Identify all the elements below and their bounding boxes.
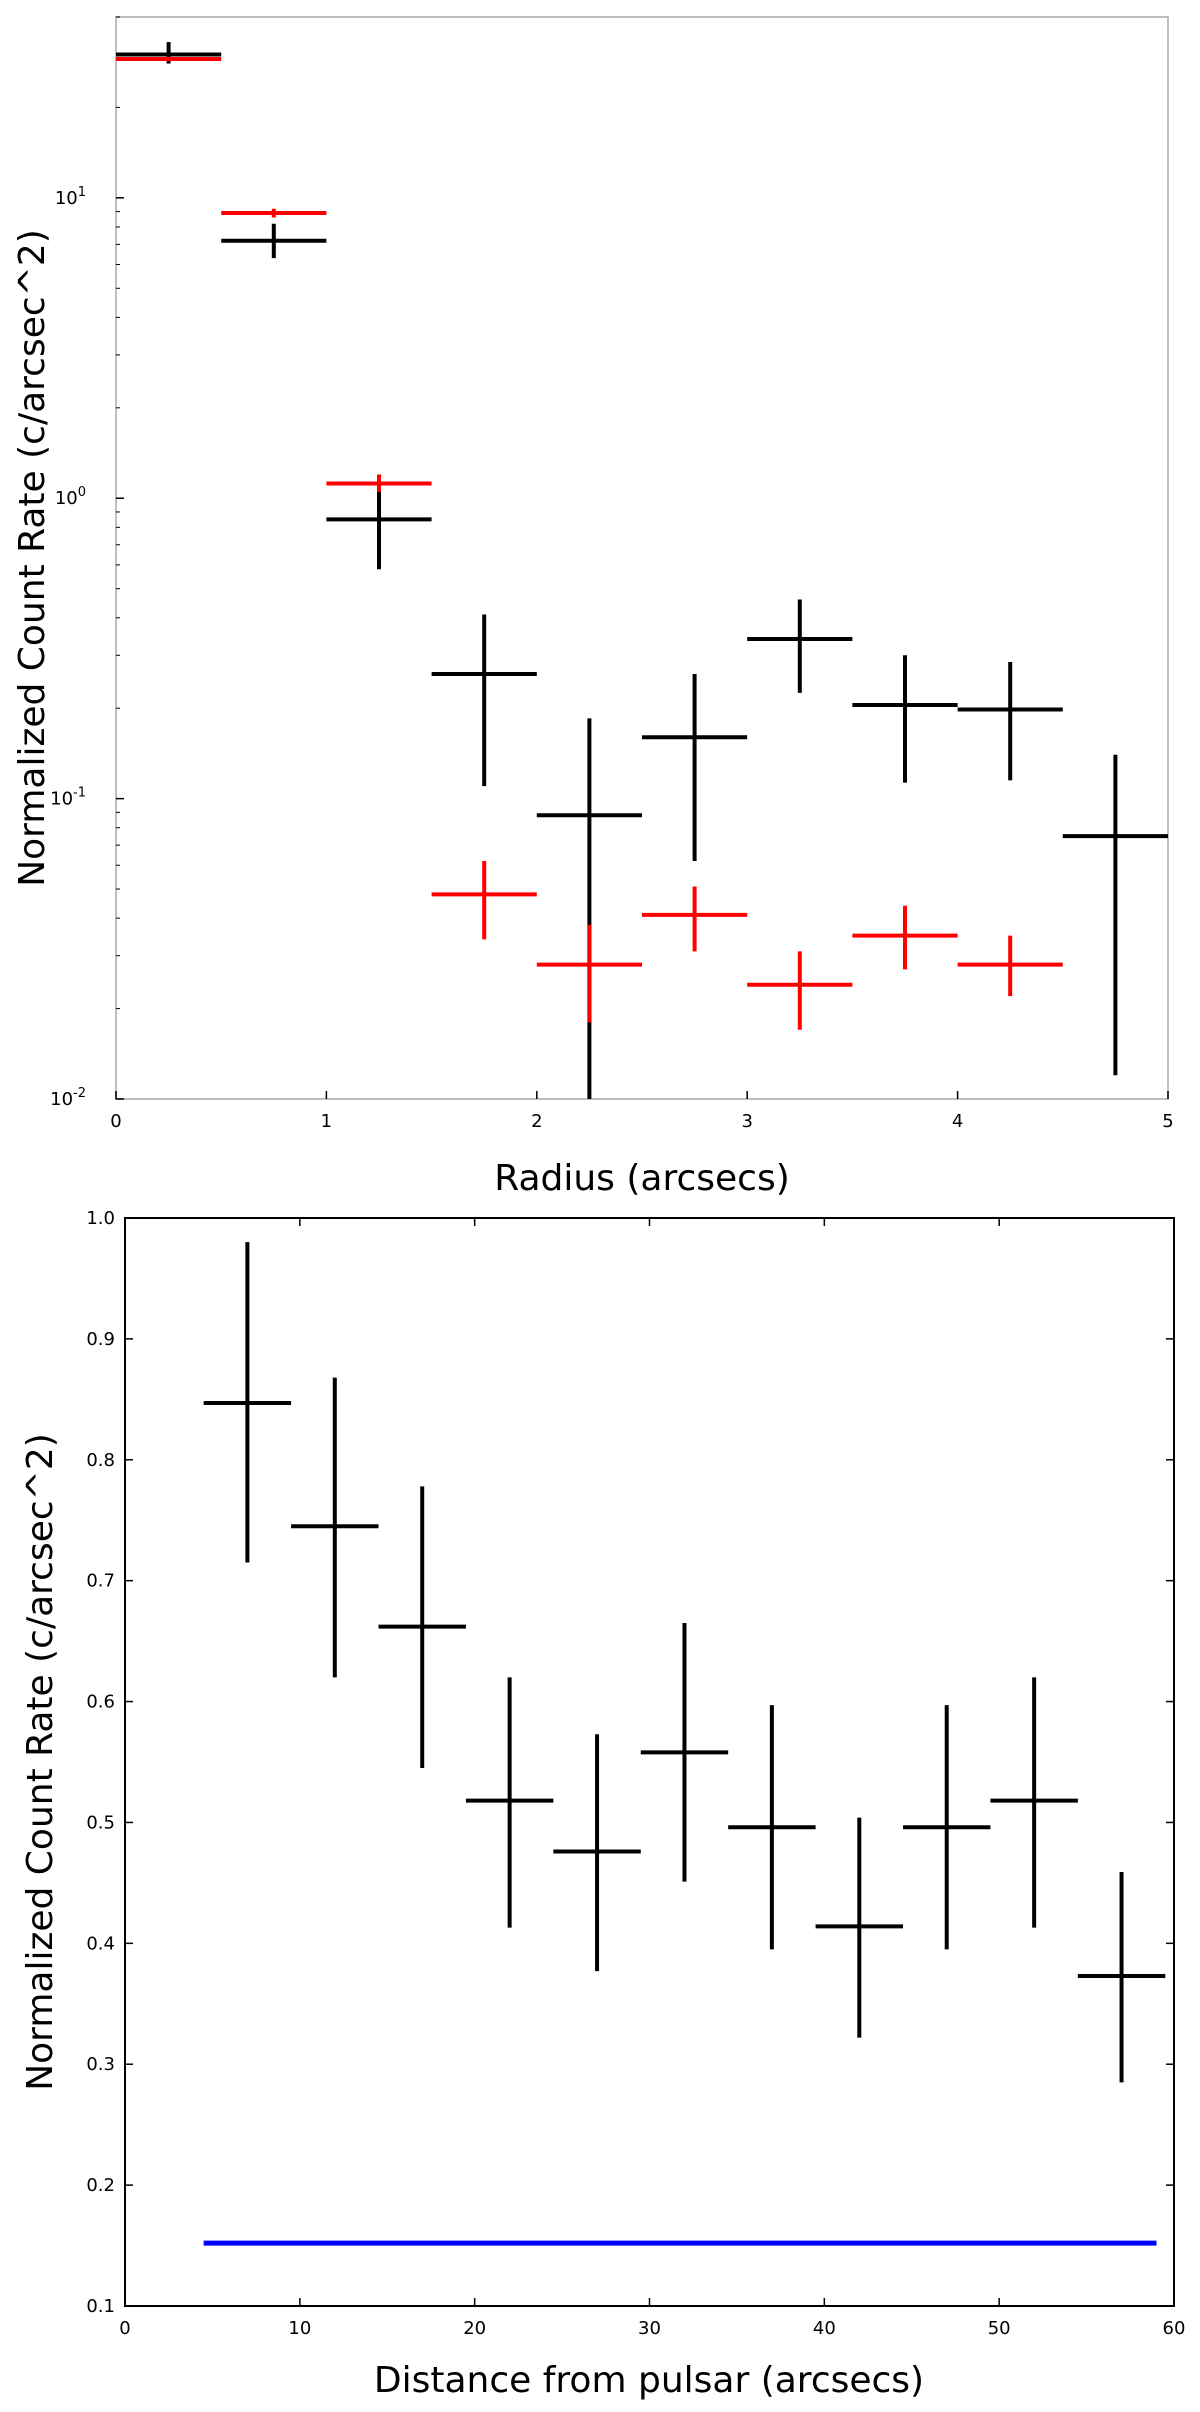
top-plot-frame	[115, 16, 1169, 1100]
bottom-y-tick-label: 0.9	[86, 1329, 115, 1350]
profile-errorbar-point	[553, 1734, 641, 1972]
top-series	[116, 42, 1168, 1099]
top-x-axis-label: Radius (arcsecs)	[494, 1158, 790, 1199]
profile-errorbar-point	[1077, 1872, 1166, 2083]
bottom-y-tick-label: 1.0	[86, 1208, 115, 1229]
top-x-tick-label: 1	[321, 1111, 332, 1132]
profile-errorbar-point	[815, 1817, 904, 2038]
top-x-tick-label: 4	[952, 1111, 963, 1132]
bottom-x-tick-label: 20	[463, 2318, 486, 2339]
bottom-y-tick-label: 0.7	[86, 1571, 115, 1592]
top-y-tick-label: 10-1	[50, 786, 86, 810]
bottom-series	[203, 1242, 1166, 2246]
top-y-tick-exponent: 0	[78, 485, 86, 500]
red-errorbar-point	[221, 208, 327, 218]
black-errorbar-point	[536, 718, 642, 1099]
black-errorbar-point	[221, 223, 327, 259]
top-y-tick-label: 100	[55, 485, 86, 509]
bottom-chart: 0 10 20 30 40 50 60 0.10.20.30.40.50.60.70.80.…	[20, 1208, 1185, 2401]
top-y-tick-label: 101	[55, 185, 86, 209]
top-x-tick-label: 0	[110, 1111, 121, 1132]
profile-errorbar-point	[640, 1622, 729, 1882]
bottom-x-tick-label: 30	[638, 2318, 661, 2339]
top-x-tick-label: 3	[741, 1111, 752, 1132]
red-errorbar-point	[852, 905, 958, 970]
top-y-tick-exponent: -2	[73, 1086, 86, 1101]
bottom-x-axis-label: Distance from pulsar (arcsecs)	[374, 2360, 924, 2401]
top-y-tick-exponent: 1	[78, 185, 86, 200]
bottom-y-tick-label: 0.6	[86, 1692, 115, 1713]
red-errorbar-point	[957, 935, 1063, 997]
bottom-y-ticks: 0.1 0.2 0.3 0.4 0.5 0.6 0.7 0.8 0.9 1.0	[86, 1208, 1174, 2317]
profile-errorbar-point	[378, 1486, 466, 1769]
black-errorbar-point	[747, 599, 853, 693]
red-errorbar-point	[642, 886, 748, 952]
bottom-y-tick-label: 0.8	[86, 1450, 115, 1471]
top-y-tick-label: 10-2	[50, 1086, 86, 1110]
bottom-x-tick-label: 40	[813, 2318, 836, 2339]
profile-errorbar-point	[903, 1705, 991, 1950]
black-errorbar-point	[852, 655, 958, 783]
bottom-y-tick-label: 0.4	[86, 1933, 115, 1954]
bottom-x-tick-label: 10	[288, 2318, 311, 2339]
top-y-tick-exponent: -1	[73, 786, 86, 801]
bottom-plot-frame	[124, 1217, 1175, 2307]
profile-errorbar-point	[728, 1705, 816, 1950]
profile-errorbar-point	[291, 1377, 379, 1678]
top-y-axis-label: Normalized Count Rate (c/arcsec^2)	[12, 229, 53, 887]
profile-errorbar-point	[990, 1677, 1078, 1928]
red-errorbar-point	[116, 56, 222, 62]
black-errorbar-point	[957, 661, 1063, 781]
red-errorbar-point	[536, 924, 642, 1023]
red-errorbar-point	[747, 951, 853, 1030]
bottom-y-tick-label: 0.1	[86, 2296, 115, 2317]
profile-errorbar-point	[465, 1677, 554, 1928]
bottom-y-tick-label: 0.5	[86, 1812, 115, 1833]
red-errorbar-point	[431, 860, 537, 940]
top-x-ticks: 0 1 2 3 4 5	[110, 1091, 1174, 1132]
top-x-tick-label: 2	[531, 1111, 542, 1132]
black-errorbar-point	[1062, 754, 1168, 1076]
bottom-x-tick-label: 0	[119, 2318, 130, 2339]
top-x-tick-label: 5	[1162, 1111, 1173, 1132]
black-errorbar-point	[642, 673, 748, 861]
bottom-x-tick-label: 60	[1163, 2318, 1186, 2339]
red-errorbar-point	[326, 474, 432, 492]
bottom-x-tick-label: 50	[988, 2318, 1011, 2339]
bottom-y-tick-label: 0.2	[86, 2175, 115, 2196]
black-errorbar-point	[431, 614, 537, 787]
bottom-y-tick-label: 0.3	[86, 2054, 115, 2075]
bottom-y-axis-label: Normalized Count Rate (c/arcsec^2)	[20, 1433, 61, 2091]
bottom-x-ticks: 0 10 20 30 40 50 60	[119, 1218, 1185, 2339]
black-errorbar-point	[326, 483, 432, 570]
profile-errorbar-point	[203, 1242, 292, 1563]
